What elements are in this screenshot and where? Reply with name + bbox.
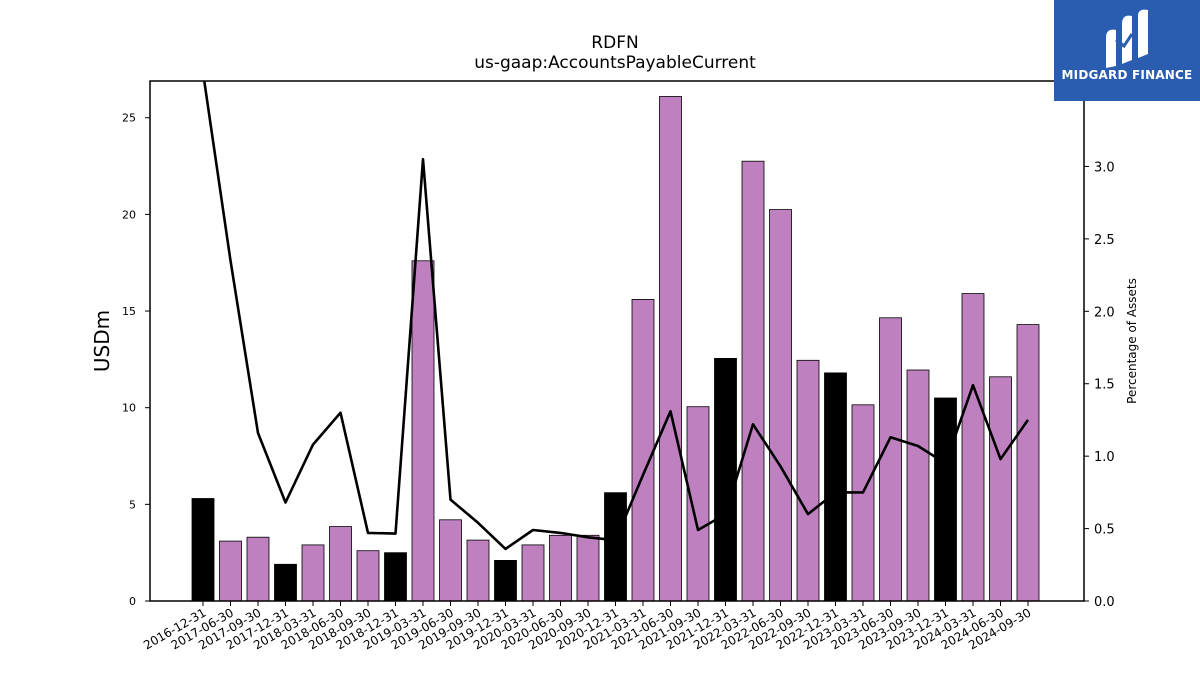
bar-2021-06-30: [659, 96, 682, 602]
bar-2017-12-31: [274, 563, 297, 602]
bar-2017-06-30: [219, 540, 242, 602]
bar-2017-09-30: [246, 536, 270, 602]
bar-2018-03-31: [301, 544, 325, 602]
bar-2022-06-30: [769, 209, 792, 602]
chart-title: RDFN: [591, 33, 638, 53]
y2-tick-label: 2.5: [1094, 233, 1115, 248]
bar-2019-09-30: [466, 539, 490, 602]
y2-tick-label: 0.5: [1094, 523, 1115, 538]
y-tick-label: 10: [122, 402, 136, 415]
y-axis-label: USDm: [90, 310, 114, 372]
y2-tick-label: 0.0: [1094, 595, 1115, 610]
y-tick-label: 15: [122, 305, 136, 318]
line-percentage-of-assets: [202, 81, 1030, 551]
bar-2022-03-31: [741, 160, 765, 602]
bar-2021-03-31: [631, 298, 655, 602]
bar-2024-06-30: [989, 376, 1012, 602]
bar-2024-03-31: [961, 293, 985, 602]
y2-tick-label: 3.0: [1094, 160, 1115, 175]
bar-2016-12-31: [191, 498, 215, 602]
bar-2022-09-30: [796, 359, 820, 602]
chart-subtitle: us-gaap:AccountsPayableCurrent: [474, 53, 756, 73]
bar-2023-03-31: [851, 404, 875, 602]
plot-frame: [149, 80, 1085, 602]
bar-2019-12-31: [494, 560, 517, 602]
bar-2023-06-30: [879, 317, 902, 602]
bar-2022-12-31: [824, 372, 847, 602]
bar-series: [191, 96, 1040, 602]
y-tick-label: 5: [129, 498, 136, 511]
bar-2021-09-30: [686, 406, 710, 602]
bar-2020-12-31: [604, 492, 627, 602]
bar-2020-06-30: [549, 534, 572, 602]
bar-2021-12-31: [714, 357, 737, 602]
y-axis-right: 0.0 0.5 1.0 1.5 2.0 2.5 3.0: [1084, 160, 1115, 610]
bar-2019-03-31: [411, 260, 435, 602]
bar-2018-09-30: [356, 550, 380, 602]
brand-logo: MIDGARD FINANCE: [1054, 0, 1200, 101]
logo-mark-icon: [1106, 9, 1148, 68]
y2-tick-label: 2.0: [1094, 305, 1115, 320]
bar-2018-12-31: [384, 552, 407, 602]
y2-tick-label: 1.5: [1094, 378, 1115, 393]
logo-text: MIDGARD FINANCE: [1061, 68, 1193, 82]
bar-2023-09-30: [906, 369, 930, 602]
y2-tick-label: 1.0: [1094, 450, 1115, 465]
bar-2019-06-30: [439, 519, 462, 602]
line-series: [202, 81, 1030, 551]
bar-2020-09-30: [576, 534, 600, 602]
bar-2018-06-30: [329, 526, 352, 602]
bar-2024-09-30: [1016, 324, 1040, 602]
y-axis-left: 0 5 10 15 20 25: [122, 112, 150, 608]
y2-axis-label: Percentage of Assets: [1125, 278, 1139, 404]
bar-2023-12-31: [934, 397, 957, 602]
bar-2020-03-31: [521, 544, 545, 602]
y-tick-label: 0: [129, 595, 136, 608]
y-tick-label: 20: [122, 208, 136, 221]
x-axis: 2016-12-312017-06-302017-09-302017-12-31…: [141, 601, 1034, 652]
y-tick-label: 25: [122, 112, 136, 125]
